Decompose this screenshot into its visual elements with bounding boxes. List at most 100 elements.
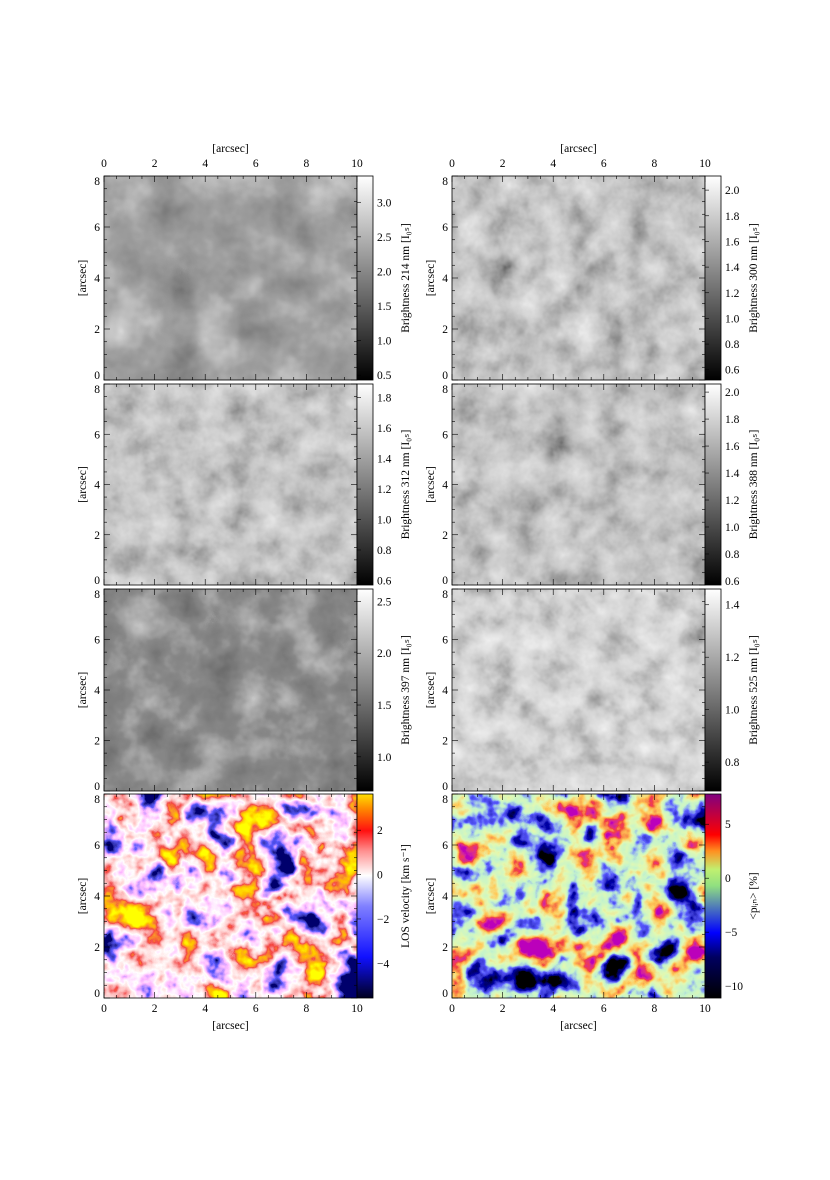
colorbar-tick-label: −4 [377,958,389,970]
colorbar-tick-label: 5 [725,819,731,831]
x-tick-label: 6 [253,158,259,170]
x-tick-label: 8 [304,1003,310,1015]
y-tick-label: 6 [94,635,100,647]
y-tick-label: 0 [442,988,448,1000]
colorbar-300 [704,175,722,381]
x-tick-label: 8 [652,1003,658,1015]
colorbar-tick-label: 1.2 [725,495,740,507]
x-tick-label: 0 [449,1003,455,1015]
y-tick-label: 6 [442,635,448,647]
x-tick-label: 6 [601,1003,607,1015]
x-tick-label: 10 [351,1003,363,1015]
y-tick-label: 0 [442,370,448,382]
x-tick-label: 2 [500,158,506,170]
y-axis-label: [arcsec] [425,878,437,914]
y-tick-label: 4 [94,273,100,285]
colorbar-214 [356,175,374,381]
colorbar-tick-label: 1.0 [377,336,392,348]
colorbar-tick-label: 0.8 [725,757,740,769]
colorbar-tick-label: 0.8 [377,545,392,557]
y-tick-label: 8 [442,589,448,601]
y-tick-label: 6 [442,429,448,441]
y-tick-label: 2 [94,324,100,336]
y-tick-label: 2 [94,942,100,954]
colorbar-tick-label: 3.0 [377,197,392,209]
x-tick-label: 10 [351,158,363,170]
panel-pol: −10 −5 0 5 <pₗᵢₙ> [%] 0 2 4 6 8 [arcsec] 0 2 4 6 8 10 [ar… [425,793,760,1032]
x-axis-label: [arcsec] [212,143,248,155]
colorbar-tick-label: 1.5 [377,301,392,313]
colorbar-tick-label: 0.8 [725,339,740,351]
x-tick-label: 6 [253,1003,259,1015]
y-tick-label: 6 [94,222,100,234]
panel-300: 0.6 0.8 1.0 1.2 1.4 1.6 1.8 2.0 Brightness 300 n… [425,143,760,382]
colorbar-tick-label: 1.2 [725,652,740,664]
colorbar-tick-label: 1.5 [377,700,392,712]
colorbar-tick-label: 2.0 [725,387,740,399]
y-tick-label: 2 [94,530,100,542]
colorbar-tick-label: 2.0 [377,648,392,660]
y-tick-label: 2 [94,736,100,748]
colorbar-tick-label: 2 [377,825,383,837]
y-tick-label: 8 [442,176,448,188]
y-tick-label: 8 [94,176,100,188]
colorbar-label: Brightness 312 nm [I₀ₛ] [400,430,412,540]
y-tick-label: 8 [94,384,100,396]
panel-397: 1.0 1.5 2.0 2.5 Brightness 397 nm [I₀ₛ] 0 2 4 6 8… [77,588,412,793]
colorbar-tick-label: 1.4 [725,600,740,612]
colorbar-label: LOS velocity [km s⁻¹] [400,844,412,948]
x-tick-label: 4 [550,158,556,170]
colorbar-label: Brightness 525 nm [I₀ₛ] [748,635,760,745]
colorbar-tick-label: 1.8 [725,211,740,223]
colorbar-tick-label: 1.4 [377,454,392,466]
x-tick-label: 4 [202,158,208,170]
colorbar-525 [704,588,722,792]
y-tick-label: 6 [94,429,100,441]
colorbar-tick-label: 0.6 [725,576,740,588]
y-tick-label: 0 [94,370,100,382]
panel-image-312 [104,384,357,585]
y-axis-label: [arcsec] [425,672,437,708]
y-tick-label: 0 [94,781,100,793]
x-tick-label: 2 [500,1003,506,1015]
colorbar-tick-label: 1.2 [377,484,392,496]
y-tick-label: 2 [442,530,448,542]
colorbar-tick-label: 1.0 [377,752,392,764]
y-axis-label: [arcsec] [77,260,89,296]
colorbar-tick-label: 1.4 [725,468,740,480]
y-tick-label: 0 [94,988,100,1000]
y-axis-label: [arcsec] [77,878,89,914]
y-tick-label: 2 [442,324,448,336]
panel-image-525 [452,589,705,791]
colorbar-tick-label: 0.6 [377,575,392,587]
colorbar-tick-label: 1.6 [725,236,740,248]
colorbar-label: Brightness 388 nm [I₀ₛ] [748,430,760,540]
colorbar-label: Brightness 397 nm [I₀ₛ] [400,635,412,745]
colorbar-label: <pₗᵢₙ> [%] [748,872,760,919]
colorbar-tick-label: 1.0 [377,515,392,527]
panel-image-pol [452,794,705,998]
y-tick-label: 0 [94,575,100,587]
y-tick-label: 0 [442,575,448,587]
panel-214: 0.5 1.0 1.5 2.0 2.5 3.0 Brightness 214 nm [I₀ₛ… [77,143,412,382]
colorbar-tick-label: 0 [725,873,731,885]
x-tick-label: 2 [152,1003,158,1015]
colorbar-tick-label: 2.0 [377,266,392,278]
colorbar-tick-label: 2.5 [377,596,392,608]
colorbar-tick-label: −5 [725,927,737,939]
panel-image-397 [104,589,357,791]
panel-image-214 [104,176,357,380]
colorbar-tick-label: −2 [377,914,389,926]
x-tick-label: 10 [699,158,711,170]
y-axis-label: [arcsec] [425,466,437,502]
colorbar-tick-label: 1.0 [725,522,740,534]
panel-image-los [104,794,357,998]
y-tick-label: 4 [442,273,448,285]
colorbar-tick-label: 2.5 [377,232,392,244]
colorbar-tick-label: 1.2 [725,288,740,300]
colorbar-los [356,793,374,999]
y-tick-label: 6 [94,840,100,852]
panel-312: 0.6 0.8 1.0 1.2 1.4 1.6 1.8 Brightness 312 nm [… [77,383,412,587]
colorbar-tick-label: 0.8 [725,549,740,561]
